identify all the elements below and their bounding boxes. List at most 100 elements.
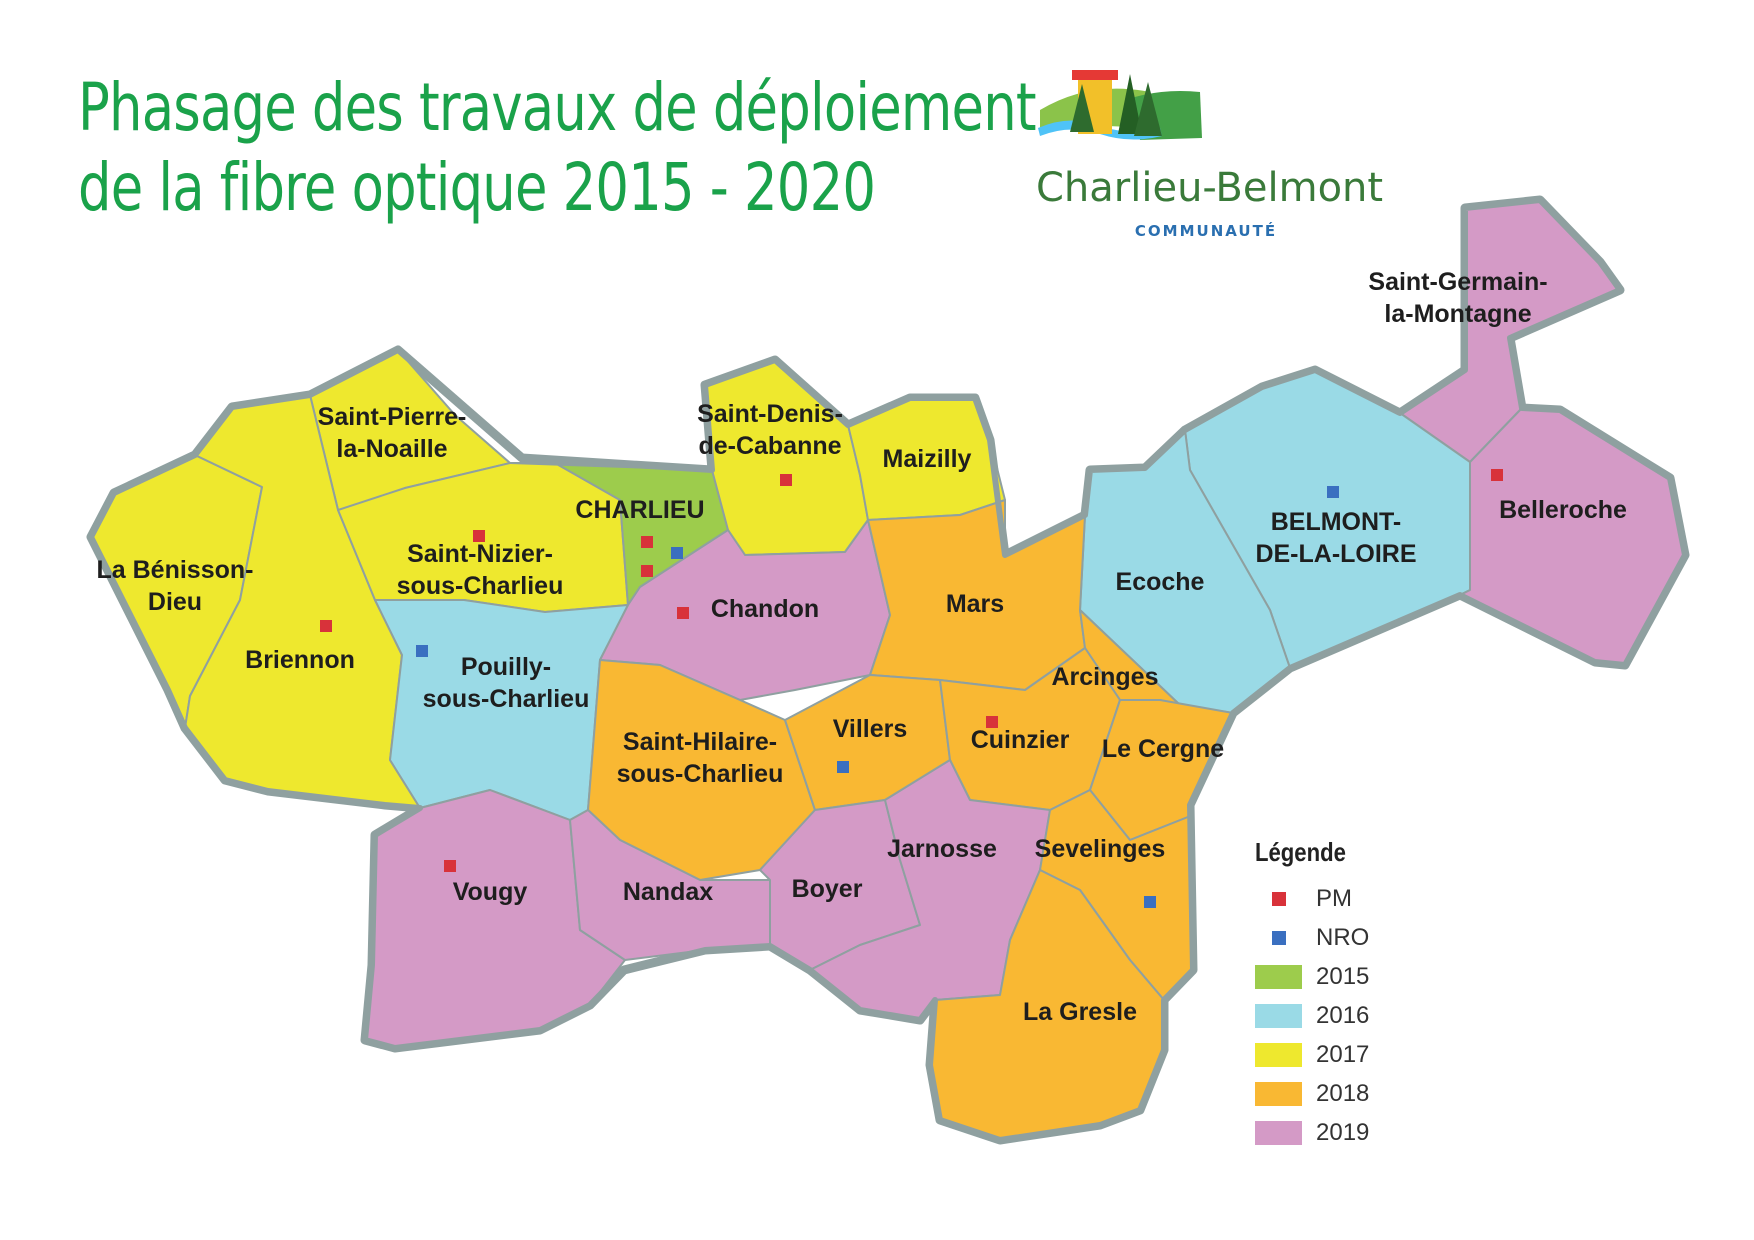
region-outline-stroke	[88, 197, 1688, 1143]
pm-marker-saint-nizier	[473, 530, 485, 542]
commune-label-villers: Villers	[833, 715, 908, 743]
commune-label-pouilly: Pouilly-sous-Charlieu	[423, 653, 590, 713]
legend-item-2016: 2016	[1255, 1002, 1455, 1030]
commune-label-belleroche: Belleroche	[1499, 496, 1627, 524]
commune-label-boyer: Boyer	[792, 875, 863, 903]
commune-label-line: Dieu	[148, 588, 202, 616]
legend-item-2019: 2019	[1255, 1119, 1455, 1147]
commune-label-line: Saint-Germain-	[1368, 268, 1547, 296]
phase-swatch-icon	[1255, 1082, 1302, 1106]
legend-label: 2015	[1316, 963, 1370, 990]
pm-marker-chandon	[677, 607, 689, 619]
commune-label-chandon: Chandon	[711, 595, 819, 623]
logo-tree-icon	[1134, 82, 1162, 136]
legend-item-pm: PM	[1255, 885, 1455, 913]
commune-label-line: Saint-Denis-	[697, 400, 843, 428]
nro-marker-sevelinges	[1144, 896, 1156, 908]
pm-marker-briennon	[320, 620, 332, 632]
commune-label-line: la-Montagne	[1384, 300, 1531, 328]
commune-label-line: Saint-Pierre-	[318, 403, 467, 431]
commune-label-vougy: Vougy	[453, 878, 528, 906]
legend-item-2015: 2015	[1255, 963, 1455, 991]
commune-label-line: Pouilly-	[461, 653, 551, 681]
commune-label-arcinges: Arcinges	[1052, 663, 1159, 691]
commune-label-le-cergne: Le Cergne	[1102, 735, 1224, 763]
commune-label-line: Saint-Nizier-	[407, 540, 553, 568]
phase-swatch-icon	[1255, 1004, 1302, 1028]
commune-label-line: Saint-Hilaire-	[623, 728, 777, 756]
commune-label-saint-hilaire: Saint-Hilaire-sous-Charlieu	[617, 728, 784, 788]
commune-label-line: La Gresle	[1023, 998, 1137, 1026]
pm-marker-charlieu	[641, 536, 653, 548]
pm-marker-belleroche	[1491, 469, 1503, 481]
commune-label-line: Le Cergne	[1102, 735, 1224, 763]
commune-label-saint-pierre: Saint-Pierre-la-Noaille	[318, 403, 467, 463]
legend-label: PM	[1316, 885, 1352, 912]
commune-label-maizilly: Maizilly	[883, 445, 972, 473]
commune-label-line: Villers	[833, 715, 908, 743]
commune-label-charlieu: CHARLIEU	[575, 496, 704, 524]
commune-label-line: de-Cabanne	[698, 432, 841, 460]
nro-square-icon	[1272, 931, 1286, 945]
commune-label-line: BELMONT-	[1271, 508, 1402, 536]
commune-label-line: sous-Charlieu	[617, 760, 784, 788]
legend-title: Légende	[1255, 837, 1346, 867]
commune-label-briennon: Briennon	[245, 646, 355, 674]
legend-label: 2018	[1316, 1080, 1370, 1107]
phase-swatch-icon	[1255, 965, 1302, 989]
commune-label-line: sous-Charlieu	[397, 572, 564, 600]
commune-label-line: DE-LA-LOIRE	[1255, 540, 1416, 568]
logo-tree-icon	[1118, 74, 1142, 134]
commune-label-line: Sevelinges	[1035, 835, 1166, 863]
community-logo	[1038, 70, 1202, 140]
commune-label-line: Cuinzier	[971, 726, 1070, 754]
commune-label-mars: Mars	[946, 590, 1004, 618]
logo-subtitle: COMMUNAUTÉ	[1134, 222, 1278, 240]
legend-label: 2017	[1316, 1041, 1370, 1068]
phase-swatch-icon	[1255, 1121, 1302, 1145]
commune-label-saint-denis: Saint-Denis-de-Cabanne	[697, 400, 843, 460]
legend-item-nro: NRO	[1255, 924, 1455, 952]
commune-label-line: Nandax	[623, 878, 713, 906]
legend-item-2018: 2018	[1255, 1080, 1455, 1108]
commune-label-belmont: BELMONT- DE-LA-LOIRE	[1255, 508, 1416, 568]
pm-marker-charlieu	[641, 565, 653, 577]
commune-label-line: Jarnosse	[887, 835, 997, 863]
commune-label-benisson: La Bénisson- Dieu	[97, 556, 254, 616]
pm-square-icon	[1272, 892, 1286, 906]
map-title-line-2: de la fibre optique 2015 - 2020	[78, 149, 876, 226]
commune-label-jarnosse: Jarnosse	[887, 835, 997, 863]
commune-label-line: Belleroche	[1499, 496, 1627, 524]
nro-marker-villers	[837, 761, 849, 773]
nro-marker-belmont	[1327, 486, 1339, 498]
commune-label-line: La Bénisson-	[97, 556, 254, 584]
commune-label-line: sous-Charlieu	[423, 685, 590, 713]
commune-label-line: Arcinges	[1052, 663, 1159, 691]
commune-label-la-gresle: La Gresle	[1023, 998, 1137, 1026]
commune-label-line: CHARLIEU	[575, 496, 704, 524]
commune-area-belleroche[interactable]	[1459, 407, 1686, 666]
commune-label-line: Briennon	[245, 646, 355, 674]
legend: Légende PM NRO 2015 2016 2017 2018 2019	[1255, 837, 1455, 1146]
commune-label-cuinzier: Cuinzier	[971, 726, 1070, 754]
pm-marker-saint-denis	[780, 474, 792, 486]
logo-name: Charlieu-Belmont	[1036, 165, 1384, 211]
legend-item-2017: 2017	[1255, 1041, 1455, 1069]
commune-label-line: Ecoche	[1116, 568, 1205, 596]
commune-label-line: Chandon	[711, 595, 819, 623]
commune-label-nandax: Nandax	[623, 878, 713, 906]
pm-marker-cuinzier	[986, 716, 998, 728]
commune-label-line: Boyer	[792, 875, 863, 903]
commune-label-line: la-Noaille	[336, 435, 447, 463]
commune-label-saint-germain: Saint-Germain-la-Montagne	[1368, 268, 1547, 328]
nro-marker-charlieu	[671, 547, 683, 559]
commune-label-line: Maizilly	[883, 445, 972, 473]
pm-marker-vougy	[444, 860, 456, 872]
nro-marker-pouilly	[416, 645, 428, 657]
phase-swatch-icon	[1255, 1043, 1302, 1067]
logo-tree-icon	[1070, 84, 1094, 132]
commune-label-ecoche: Ecoche	[1116, 568, 1205, 596]
legend-label: NRO	[1316, 924, 1370, 951]
commune-label-line: Vougy	[453, 878, 528, 906]
